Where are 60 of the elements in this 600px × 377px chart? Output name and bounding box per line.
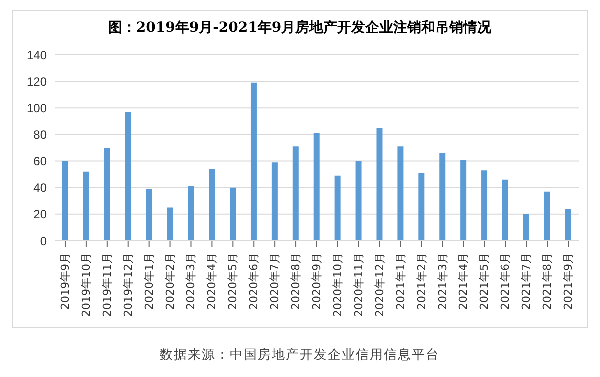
- x-tick-label: 2020年11月: [352, 253, 366, 317]
- bar: [167, 208, 174, 241]
- bar: [292, 146, 299, 241]
- y-tick-label: 80: [34, 128, 48, 142]
- bar: [376, 128, 383, 241]
- y-tick-label: 60: [34, 154, 48, 169]
- x-tick-label: 2021年2月: [415, 253, 428, 310]
- bar: [460, 160, 467, 241]
- bar: [482, 170, 488, 241]
- bar: [272, 162, 278, 241]
- x-tick-label: 2021年1月: [394, 253, 408, 310]
- y-tick-label: 40: [34, 181, 48, 196]
- bar: [230, 188, 236, 241]
- x-tick-label: 2020年12月: [373, 253, 386, 317]
- bar: [83, 172, 90, 241]
- x-tick-label: 2020年10月: [331, 253, 344, 317]
- x-tick-label: 2019年11月: [100, 253, 114, 317]
- y-tick-label: 100: [26, 101, 48, 116]
- bar: [565, 209, 572, 241]
- y-tick-label: 120: [26, 74, 48, 89]
- x-tick-label: 2020年2月: [164, 253, 177, 310]
- x-tick-label: 2021年6月: [499, 253, 512, 310]
- x-tick-label: 2021年5月: [478, 253, 492, 310]
- x-tick-label: 2021年8月: [541, 253, 554, 310]
- bar: [440, 153, 446, 241]
- x-tick-label: 2021年7月: [520, 253, 534, 310]
- x-tick-label: 2021年3月: [436, 253, 450, 310]
- bar: [334, 176, 341, 241]
- bar: [250, 82, 257, 241]
- bar: [146, 189, 152, 241]
- bar: [188, 186, 194, 241]
- bar: [314, 133, 320, 241]
- bar: [62, 161, 68, 241]
- bar: [544, 192, 550, 241]
- bar: [209, 169, 216, 241]
- x-tick-label: 2021年9月: [562, 253, 576, 310]
- x-tick-label: 2020年4月: [206, 253, 219, 310]
- x-tick-label: 2020年1月: [142, 253, 156, 310]
- bar: [502, 180, 508, 241]
- x-tick-label: 2019年10月: [80, 253, 93, 317]
- chart-title: 图：2019年9月-2021年9月房地产开发企业注销和吊销情况: [107, 19, 493, 38]
- x-tick-label: 2019年9月: [58, 253, 72, 310]
- bar: [398, 146, 404, 241]
- bar: [523, 214, 530, 241]
- y-tick-label: 140: [26, 48, 48, 62]
- y-tick-label: 20: [34, 208, 48, 222]
- x-tick-label: 2020年7月: [268, 253, 282, 310]
- bar: [356, 161, 362, 241]
- x-tick-label: 2020年3月: [184, 253, 198, 310]
- source-note: 数据来源：中国房地产开发企业信用信息平台: [159, 347, 441, 364]
- x-tick-label: 2020年5月: [226, 253, 240, 310]
- x-tick-label: 2020年6月: [248, 253, 261, 310]
- x-tick-label: 2019年12月: [122, 253, 135, 317]
- bar: [125, 112, 132, 241]
- bar: [418, 173, 425, 241]
- y-tick-label: 0: [40, 234, 48, 248]
- bar: [104, 148, 110, 241]
- x-tick-label: 2020年9月: [310, 253, 324, 310]
- x-tick-label: 2021年4月: [457, 253, 470, 310]
- x-tick-label: 2020年8月: [290, 253, 303, 310]
